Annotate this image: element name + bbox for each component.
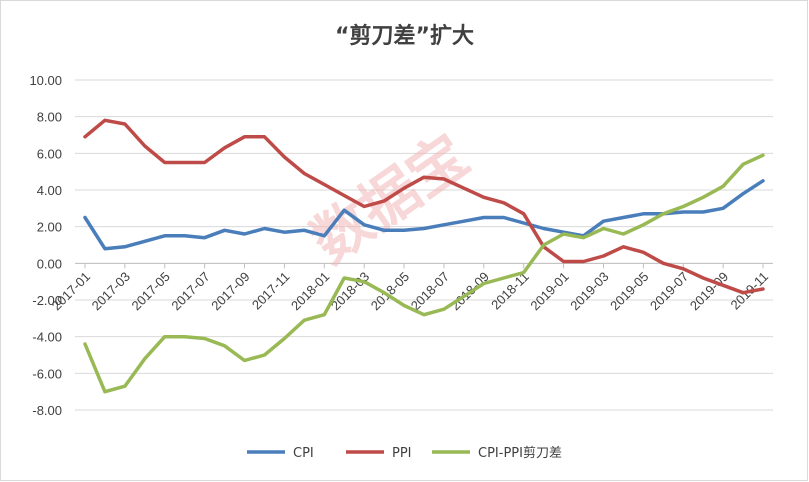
y-tick-label: 8.00 (37, 110, 62, 125)
y-tick-label: 0.00 (37, 256, 62, 271)
x-tick-label: 2017-11 (249, 269, 293, 313)
y-tick-label: 2.00 (37, 220, 62, 235)
legend-label: CPI-PPI剪刀差 (478, 445, 562, 461)
y-tick-label: -4.00 (32, 330, 62, 345)
series-line-ppi (83, 118, 765, 295)
legend-label: PPI (392, 446, 412, 461)
y-axis-ticks: 10.00 8.00 6.00 4.00 2.00 0.00 -2.00 -4.00 -6.00… (29, 73, 62, 418)
legend: CPI PPI CPI-PPI剪刀差 (247, 445, 562, 461)
x-tick-label: 2017-09 (208, 269, 252, 313)
y-tick-label: 10.00 (29, 73, 62, 88)
chart-title: “剪刀差”扩大 (335, 24, 474, 49)
gridlines (75, 79, 773, 411)
x-tick-label: 2019-01 (527, 269, 571, 313)
x-tick-label: 2018-03 (328, 269, 372, 313)
x-tick-label: 2019-07 (647, 269, 691, 313)
x-tick-label: 2019-09 (687, 269, 731, 313)
x-tick-label: 2019-05 (607, 269, 651, 313)
x-tick-label: 2019-03 (567, 269, 611, 313)
y-tick-label: 6.00 (37, 146, 62, 161)
x-tick-label: 2018-01 (288, 269, 332, 313)
x-axis-ticks: 2017-012017-032017-052017-072017-092017-… (49, 263, 771, 313)
legend-label: CPI (293, 446, 314, 461)
x-tick-label: 2017-03 (89, 269, 133, 313)
x-tick-label: 2017-05 (129, 269, 173, 313)
y-tick-label: -8.00 (32, 403, 62, 418)
series-line-cpi (83, 179, 765, 251)
x-tick-label: 2017-01 (49, 269, 93, 313)
x-tick-label: 2017-07 (168, 269, 212, 313)
y-tick-label: -2.00 (32, 293, 62, 308)
y-tick-label: -6.00 (32, 366, 62, 381)
series-line-cpi-ppi- (83, 153, 765, 394)
series-lines (83, 118, 765, 394)
y-tick-label: 4.00 (37, 183, 62, 198)
